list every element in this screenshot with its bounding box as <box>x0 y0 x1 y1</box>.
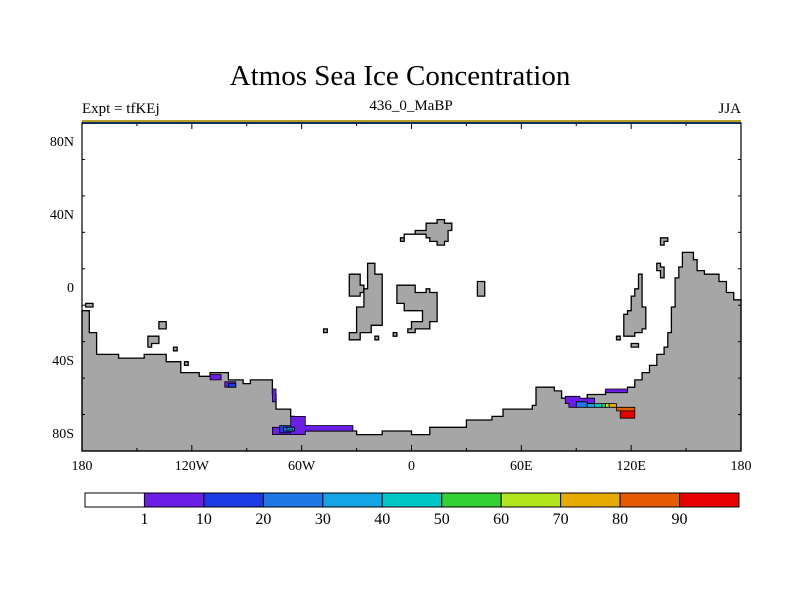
colorbar-label: 70 <box>553 511 569 528</box>
land-polygon <box>396 284 438 334</box>
colorbar-label: 90 <box>672 511 688 528</box>
land-polygon <box>630 342 640 348</box>
land-polygon <box>399 218 453 246</box>
colorbar-label: 60 <box>493 511 509 528</box>
colorbar-label: 50 <box>434 511 450 528</box>
colorbar-box <box>203 492 264 508</box>
experiment-label: Expt = tfKEj <box>82 101 160 117</box>
ice-polygon <box>586 403 595 408</box>
ice-polygon <box>616 406 636 412</box>
land-polygon <box>158 320 167 330</box>
x-tick-label: 180 <box>731 459 752 474</box>
land-polygon <box>476 280 486 297</box>
ice-polygon <box>601 403 606 408</box>
season-label: JJA <box>718 101 741 117</box>
land-polygon <box>348 262 383 341</box>
colorbar-box <box>560 492 621 508</box>
colorbar-label: 30 <box>315 511 331 528</box>
x-tick-label: 60E <box>510 459 533 474</box>
colorbar-label: 40 <box>374 511 390 528</box>
colorbar-box <box>381 492 443 508</box>
land-polygon <box>623 273 647 337</box>
land-polygon <box>183 361 189 367</box>
ice-polygon <box>594 403 603 408</box>
plot-area <box>81 120 742 452</box>
land-polygon <box>85 302 94 308</box>
x-tick-label: 120E <box>616 459 646 474</box>
top-strip <box>82 120 741 122</box>
colorbar-box <box>441 492 502 508</box>
time-label: 436_0_MaBP <box>369 98 453 114</box>
colorbar-label: 10 <box>196 511 212 528</box>
y-tick-label: 0 <box>67 281 74 296</box>
colorbar-box <box>84 492 145 508</box>
colorbar-label: 1 <box>140 511 148 528</box>
ice-polygon <box>209 374 222 381</box>
chart-title: Atmos Sea Ice Concentration <box>229 60 571 92</box>
ice-polygon <box>575 401 588 408</box>
land-polygon <box>322 328 328 334</box>
colorbar-box <box>262 492 324 508</box>
colorbar-label: 80 <box>612 511 628 528</box>
land-polygon <box>147 335 160 348</box>
ice-polygon <box>605 403 610 408</box>
colorbar-box <box>679 492 740 508</box>
ice-polygon <box>605 388 628 394</box>
land-polygon <box>615 335 621 341</box>
land-polygon <box>348 273 365 297</box>
colorbar: 1 10 20 30 40 50 60 70 80 90 <box>84 492 740 528</box>
colorbar-box <box>322 492 383 508</box>
ice-polygon <box>619 410 636 419</box>
y-tick-label: 40N <box>50 208 74 223</box>
x-tick-label: 120W <box>175 459 210 474</box>
colorbar-box <box>500 492 562 508</box>
ice-polygon <box>288 428 293 432</box>
land-polygon <box>656 262 665 279</box>
colorbar-box <box>619 492 681 508</box>
axes: 180 120W 60W 0 60E 120E 180 80N 40N 0 40S 80S <box>50 122 752 474</box>
x-tick-label: 60W <box>288 459 316 474</box>
land-polygon <box>374 335 380 341</box>
ice-polygon <box>227 383 237 388</box>
land-polygon <box>659 237 669 246</box>
colorbar-label: 20 <box>255 511 271 528</box>
land-polygon <box>172 346 178 352</box>
x-tick-label: 0 <box>408 459 415 474</box>
y-tick-label: 40S <box>52 354 74 369</box>
land-polygon <box>392 331 398 337</box>
ice-polygon <box>271 388 277 403</box>
y-tick-label: 80S <box>52 427 74 442</box>
colorbar-box <box>143 492 205 508</box>
x-tick-label: 180 <box>72 459 93 474</box>
ice-polygon <box>608 403 617 408</box>
y-tick-label: 80N <box>50 135 74 150</box>
